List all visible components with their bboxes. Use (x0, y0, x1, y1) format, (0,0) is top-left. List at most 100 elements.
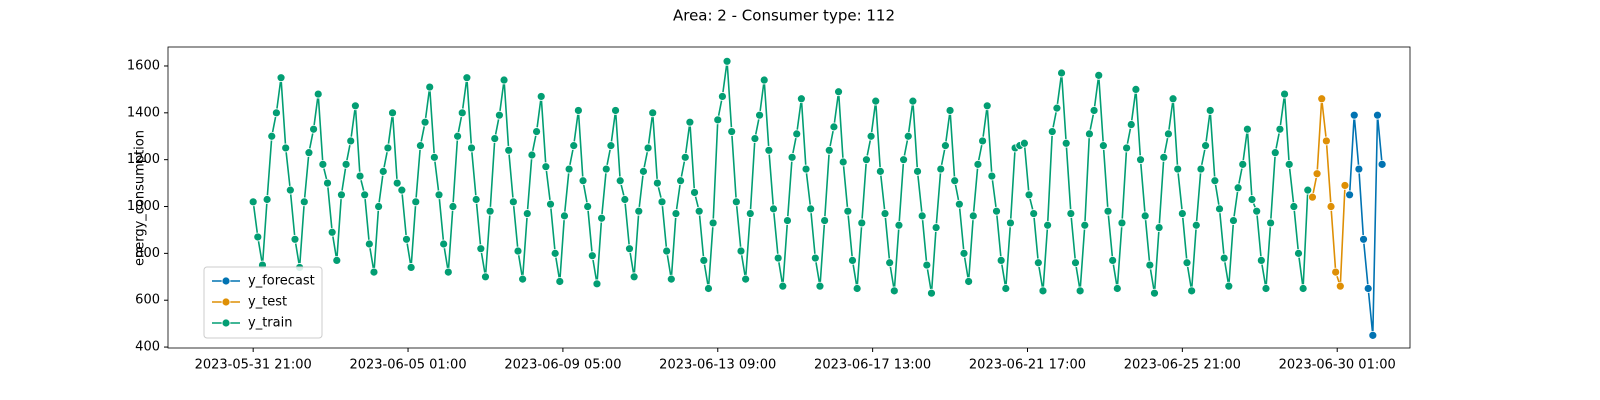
point (416, 141, 425, 151)
point (1335, 281, 1345, 291)
point (1359, 234, 1368, 244)
point (597, 213, 607, 223)
point (1363, 284, 1373, 293)
point (527, 150, 537, 160)
point (843, 206, 853, 216)
point (1131, 84, 1141, 94)
point (764, 145, 774, 155)
point (899, 155, 908, 165)
point (685, 117, 695, 127)
point (694, 206, 704, 216)
point (346, 136, 356, 146)
legend-label: y_train (248, 316, 292, 331)
point (1182, 258, 1192, 268)
point (778, 281, 788, 291)
point (476, 244, 486, 254)
point (722, 56, 732, 66)
point (755, 110, 764, 120)
point (996, 255, 1006, 265)
point (1256, 255, 1266, 265)
point (773, 253, 783, 263)
x-tick-label: 2023-06-05 01:00 (349, 358, 466, 373)
point (945, 106, 955, 115)
point (676, 176, 685, 186)
point (323, 178, 332, 188)
point (1191, 220, 1201, 230)
y-tick-label: 400 (135, 340, 160, 355)
point (1303, 185, 1313, 195)
point (499, 75, 509, 85)
point (536, 92, 546, 101)
point (666, 274, 676, 284)
point (369, 267, 379, 277)
point (1317, 94, 1327, 104)
point (769, 204, 778, 214)
legend-marker (221, 297, 231, 307)
point (1280, 89, 1289, 99)
series-line (1348, 115, 1383, 336)
point (388, 108, 397, 118)
point (1150, 288, 1159, 298)
point (592, 279, 602, 289)
point (1349, 110, 1359, 120)
point (508, 197, 518, 207)
point (871, 96, 881, 106)
point (578, 176, 588, 186)
point (1238, 159, 1248, 169)
point (708, 218, 718, 228)
point (1066, 209, 1076, 218)
point (471, 195, 481, 204)
x-tick-label: 2023-06-21 17:00 (969, 358, 1086, 373)
point (1233, 183, 1243, 193)
point (713, 115, 723, 125)
point (1289, 202, 1299, 211)
point (671, 209, 681, 218)
point (429, 152, 439, 162)
point (1340, 181, 1350, 190)
point (978, 136, 987, 146)
point (1047, 127, 1057, 136)
point (950, 176, 960, 186)
point (731, 197, 741, 207)
point (796, 94, 806, 104)
point (495, 110, 504, 120)
point (467, 143, 476, 153)
point (1275, 124, 1285, 134)
point (1001, 284, 1011, 293)
point (1187, 286, 1197, 296)
x-tick-label: 2023-06-13 09:00 (659, 358, 776, 373)
point (276, 73, 286, 83)
point (532, 127, 541, 136)
point (253, 232, 263, 242)
point (820, 216, 830, 225)
point (1126, 120, 1136, 129)
point (1159, 152, 1169, 162)
point (522, 209, 532, 218)
point (1215, 204, 1224, 214)
point (425, 82, 435, 92)
point (745, 209, 755, 218)
point (680, 152, 690, 162)
point (606, 141, 616, 151)
point (564, 164, 574, 174)
point (443, 267, 453, 277)
y-tick-label: 1200 (127, 152, 160, 167)
point (885, 258, 895, 268)
point (462, 73, 472, 83)
point (1331, 267, 1341, 277)
point (1266, 218, 1276, 228)
point (1024, 190, 1034, 200)
point (1173, 164, 1183, 174)
point (699, 255, 709, 265)
point (1219, 253, 1229, 263)
y-tick-label: 1400 (127, 105, 160, 120)
point (652, 178, 662, 188)
point (583, 202, 593, 211)
point (1122, 143, 1132, 153)
point (894, 220, 904, 230)
point (931, 223, 941, 233)
point (1229, 216, 1238, 225)
point (341, 159, 351, 169)
point (555, 277, 565, 286)
point (922, 260, 932, 270)
